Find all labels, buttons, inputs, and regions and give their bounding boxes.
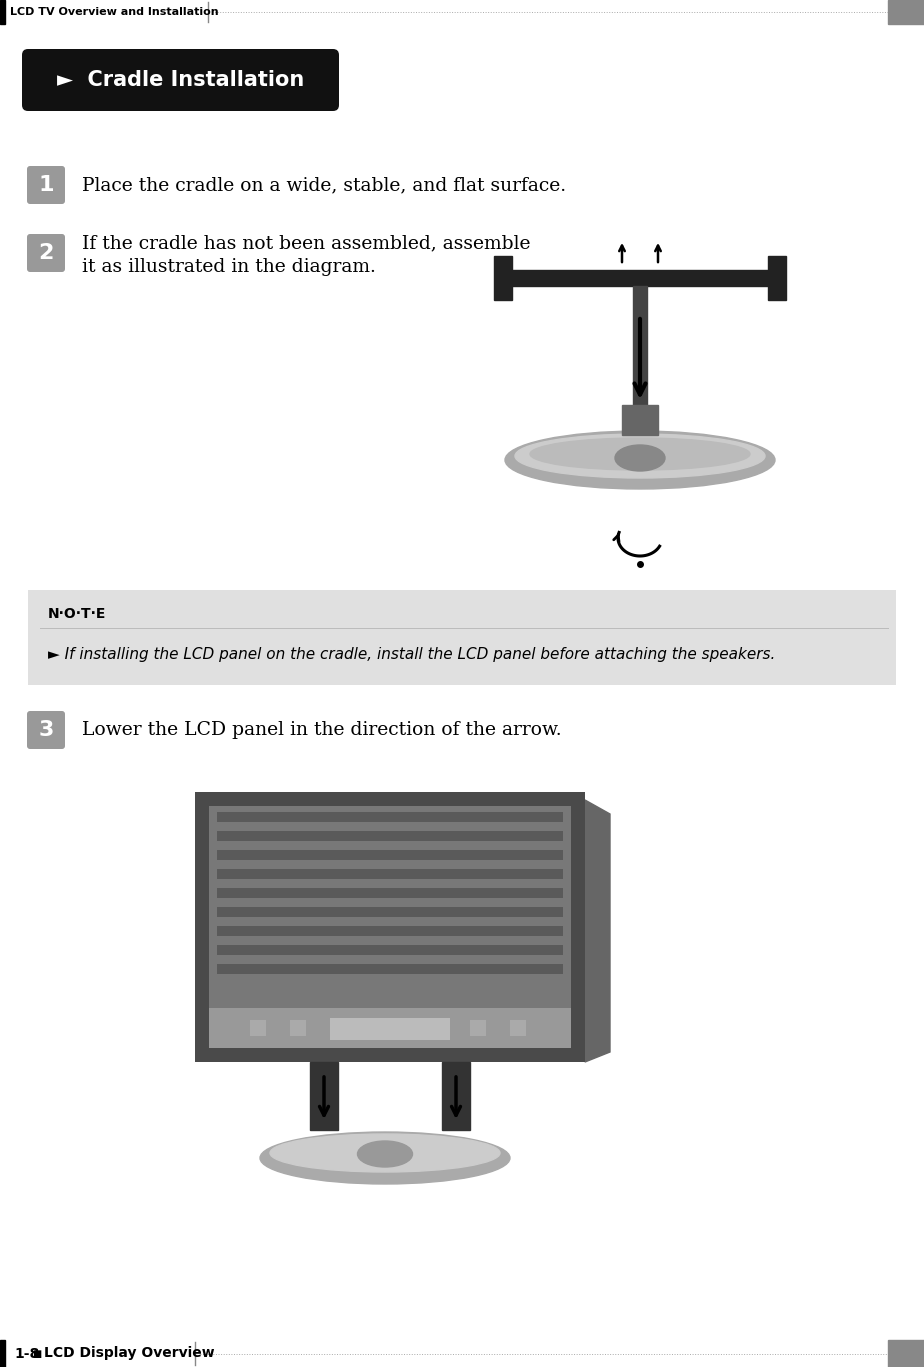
Text: ►  Cradle Installation: ► Cradle Installation xyxy=(57,70,304,90)
Ellipse shape xyxy=(270,1135,500,1172)
Bar xyxy=(510,271,770,286)
Text: 3: 3 xyxy=(38,720,54,740)
Text: it as illustrated in the diagram.: it as illustrated in the diagram. xyxy=(82,258,376,276)
Text: If the cradle has not been assembled, assemble: If the cradle has not been assembled, as… xyxy=(82,234,530,252)
Bar xyxy=(0,1340,5,1367)
Bar xyxy=(768,256,786,299)
Bar xyxy=(217,831,563,841)
Text: 1-8: 1-8 xyxy=(14,1346,39,1360)
Bar xyxy=(888,1340,924,1367)
Bar xyxy=(217,850,563,860)
Bar xyxy=(330,1018,450,1040)
Bar xyxy=(0,0,5,25)
Bar xyxy=(0,1340,924,1367)
Bar xyxy=(28,591,896,685)
Text: ■: ■ xyxy=(32,1348,42,1359)
Bar xyxy=(888,0,924,25)
FancyBboxPatch shape xyxy=(27,165,65,204)
Bar xyxy=(217,906,563,917)
Bar xyxy=(0,0,924,25)
Bar xyxy=(217,889,563,898)
FancyBboxPatch shape xyxy=(27,234,65,272)
Ellipse shape xyxy=(505,431,775,489)
Bar xyxy=(494,256,512,299)
Ellipse shape xyxy=(260,1132,510,1184)
Bar xyxy=(470,1020,486,1036)
Ellipse shape xyxy=(615,446,665,472)
Text: LCD TV Overview and Installation: LCD TV Overview and Installation xyxy=(10,7,219,16)
Bar xyxy=(290,1020,306,1036)
Bar xyxy=(510,1020,526,1036)
FancyBboxPatch shape xyxy=(27,711,65,749)
Ellipse shape xyxy=(358,1141,412,1167)
Text: Place the cradle on a wide, stable, and flat surface.: Place the cradle on a wide, stable, and … xyxy=(82,176,566,194)
Bar xyxy=(217,869,563,879)
Text: Lower the LCD panel in the direction of the arrow.: Lower the LCD panel in the direction of … xyxy=(82,720,562,740)
Bar xyxy=(209,807,571,1007)
Bar xyxy=(633,286,647,410)
Text: N·O·T·E: N·O·T·E xyxy=(48,607,106,621)
Bar xyxy=(217,925,563,936)
Ellipse shape xyxy=(530,437,750,470)
Bar xyxy=(310,1062,338,1131)
Text: ► If installing the LCD panel on the cradle, install the LCD panel before attach: ► If installing the LCD panel on the cra… xyxy=(48,648,775,663)
Bar xyxy=(442,1062,470,1131)
Bar xyxy=(250,1020,266,1036)
Ellipse shape xyxy=(515,433,765,478)
Bar xyxy=(217,945,563,956)
Bar xyxy=(217,964,563,975)
Text: LCD Display Overview: LCD Display Overview xyxy=(44,1346,214,1360)
FancyBboxPatch shape xyxy=(22,49,339,111)
Bar xyxy=(209,1007,571,1048)
Bar xyxy=(217,812,563,822)
Bar xyxy=(622,405,658,435)
Text: 2: 2 xyxy=(38,243,54,262)
Polygon shape xyxy=(585,800,610,1062)
Bar xyxy=(195,791,585,1062)
Text: 1: 1 xyxy=(38,175,54,195)
